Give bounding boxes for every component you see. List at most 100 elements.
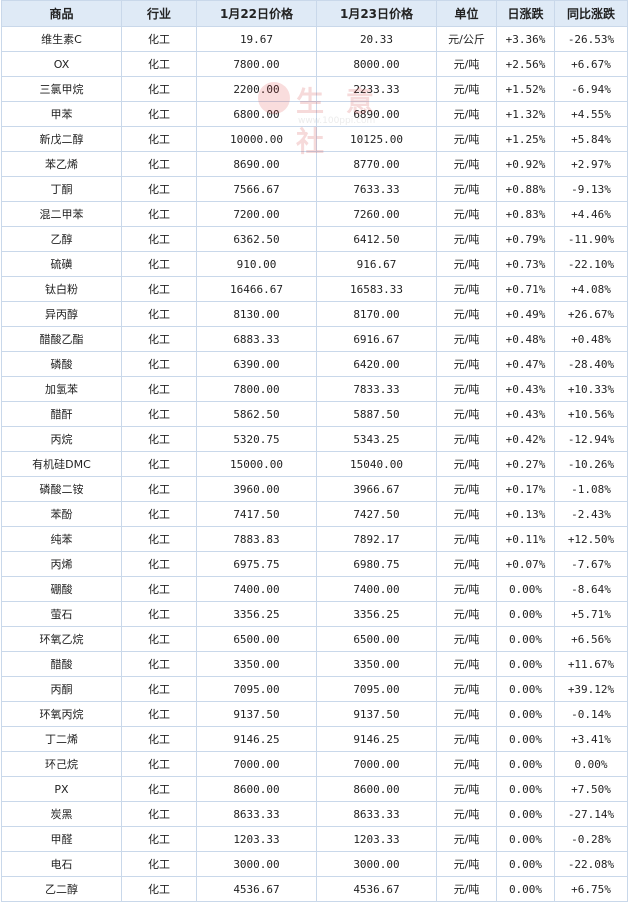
price-jan23-cell: 16583.33 xyxy=(316,276,437,302)
product-name[interactable]: 萤石 xyxy=(1,601,122,627)
product-name[interactable]: 混二甲苯 xyxy=(1,201,122,227)
product-name[interactable]: 加氢苯 xyxy=(1,376,122,402)
price-jan23-cell: 7260.00 xyxy=(316,201,437,227)
price-jan23-cell: 7633.33 xyxy=(316,176,437,202)
price-jan23-cell: 8170.00 xyxy=(316,301,437,327)
price-jan22-cell: 3350.00 xyxy=(196,651,317,677)
daily-change-cell: +1.25% xyxy=(496,126,555,152)
header-yoy-change: 同比涨跌 xyxy=(554,0,628,27)
header-unit: 单位 xyxy=(436,0,497,27)
unit-cell: 元/吨 xyxy=(436,376,497,402)
yoy-change-cell: +7.50% xyxy=(554,776,628,802)
product-name[interactable]: 醋酸 xyxy=(1,651,122,677)
product-name[interactable]: 醋酸乙酯 xyxy=(1,326,122,352)
product-name[interactable]: 硼酸 xyxy=(1,576,122,602)
price-jan22-cell: 15000.00 xyxy=(196,451,317,477)
daily-change-cell: 0.00% xyxy=(496,601,555,627)
product-name[interactable]: PX xyxy=(1,776,122,802)
product-name[interactable]: 乙二醇 xyxy=(1,876,122,902)
industry-cell: 化工 xyxy=(121,326,197,352)
product-name[interactable]: 丁二烯 xyxy=(1,726,122,752)
product-name[interactable]: 乙醇 xyxy=(1,226,122,252)
product-name[interactable]: 丙烯 xyxy=(1,551,122,577)
price-jan23-cell: 6916.67 xyxy=(316,326,437,352)
table-row: 硼酸 化工 7400.00 7400.00 元/吨 0.00% -8.64% xyxy=(1,576,628,602)
product-name[interactable]: 甲苯 xyxy=(1,101,122,127)
price-jan23-cell: 8633.33 xyxy=(316,801,437,827)
product-name[interactable]: 醋酐 xyxy=(1,401,122,427)
product-name[interactable]: 丙烷 xyxy=(1,426,122,452)
yoy-change-cell: -6.94% xyxy=(554,76,628,102)
unit-cell: 元/吨 xyxy=(436,351,497,377)
table-header-row: 商品 行业 1月22日价格 1月23日价格 单位 日涨跌 同比涨跌 xyxy=(1,0,628,27)
product-name[interactable]: 维生素C xyxy=(1,26,122,52)
product-name[interactable]: 钛白粉 xyxy=(1,276,122,302)
product-name[interactable]: 纯苯 xyxy=(1,526,122,552)
product-name[interactable]: 磷酸 xyxy=(1,351,122,377)
price-jan22-cell: 4536.67 xyxy=(196,876,317,902)
industry-cell: 化工 xyxy=(121,851,197,877)
industry-cell: 化工 xyxy=(121,876,197,902)
price-jan23-cell: 7000.00 xyxy=(316,751,437,777)
industry-cell: 化工 xyxy=(121,101,197,127)
price-jan23-cell: 916.67 xyxy=(316,251,437,277)
price-jan23-cell: 8770.00 xyxy=(316,151,437,177)
product-name[interactable]: 环氧乙烷 xyxy=(1,626,122,652)
price-jan23-cell: 3000.00 xyxy=(316,851,437,877)
unit-cell: 元/吨 xyxy=(436,701,497,727)
yoy-change-cell: +12.50% xyxy=(554,526,628,552)
table-row: OX 化工 7800.00 8000.00 元/吨 +2.56% +6.67% xyxy=(1,51,628,77)
product-name[interactable]: 磷酸二铵 xyxy=(1,476,122,502)
yoy-change-cell: +26.67% xyxy=(554,301,628,327)
daily-change-cell: +0.88% xyxy=(496,176,555,202)
price-jan23-cell: 9137.50 xyxy=(316,701,437,727)
yoy-change-cell: +11.67% xyxy=(554,651,628,677)
table-row: 维生素C 化工 19.67 20.33 元/公斤 +3.36% -26.53% xyxy=(1,26,628,52)
daily-change-cell: 0.00% xyxy=(496,676,555,702)
unit-cell: 元/吨 xyxy=(436,151,497,177)
yoy-change-cell: -10.26% xyxy=(554,451,628,477)
product-name[interactable]: 丙酮 xyxy=(1,676,122,702)
industry-cell: 化工 xyxy=(121,651,197,677)
price-jan22-cell: 9137.50 xyxy=(196,701,317,727)
unit-cell: 元/吨 xyxy=(436,476,497,502)
product-name[interactable]: 新戊二醇 xyxy=(1,126,122,152)
product-name[interactable]: 电石 xyxy=(1,851,122,877)
price-jan22-cell: 7200.00 xyxy=(196,201,317,227)
industry-cell: 化工 xyxy=(121,526,197,552)
product-name[interactable]: 异丙醇 xyxy=(1,301,122,327)
price-jan22-cell: 7883.83 xyxy=(196,526,317,552)
product-name[interactable]: 环氧丙烷 xyxy=(1,701,122,727)
industry-cell: 化工 xyxy=(121,701,197,727)
table-row: 异丙醇 化工 8130.00 8170.00 元/吨 +0.49% +26.67% xyxy=(1,301,628,327)
industry-cell: 化工 xyxy=(121,826,197,852)
product-name[interactable]: 甲醛 xyxy=(1,826,122,852)
product-name[interactable]: 苯酚 xyxy=(1,501,122,527)
product-name[interactable]: 环己烷 xyxy=(1,751,122,777)
price-jan22-cell: 8600.00 xyxy=(196,776,317,802)
header-product: 商品 xyxy=(1,0,122,27)
table-row: 丁二烯 化工 9146.25 9146.25 元/吨 0.00% +3.41% xyxy=(1,726,628,752)
table-row: 环己烷 化工 7000.00 7000.00 元/吨 0.00% 0.00% xyxy=(1,751,628,777)
product-name[interactable]: 丁酮 xyxy=(1,176,122,202)
product-name[interactable]: 硫磺 xyxy=(1,251,122,277)
product-name[interactable]: 炭黑 xyxy=(1,801,122,827)
price-jan23-cell: 6980.75 xyxy=(316,551,437,577)
product-name[interactable]: 三氯甲烷 xyxy=(1,76,122,102)
price-jan22-cell: 6500.00 xyxy=(196,626,317,652)
industry-cell: 化工 xyxy=(121,276,197,302)
yoy-change-cell: -2.43% xyxy=(554,501,628,527)
industry-cell: 化工 xyxy=(121,301,197,327)
unit-cell: 元/吨 xyxy=(436,676,497,702)
product-name[interactable]: 苯乙烯 xyxy=(1,151,122,177)
unit-cell: 元/吨 xyxy=(436,526,497,552)
unit-cell: 元/吨 xyxy=(436,851,497,877)
price-jan22-cell: 3960.00 xyxy=(196,476,317,502)
industry-cell: 化工 xyxy=(121,76,197,102)
daily-change-cell: +0.17% xyxy=(496,476,555,502)
daily-change-cell: +0.71% xyxy=(496,276,555,302)
yoy-change-cell: +10.56% xyxy=(554,401,628,427)
product-name[interactable]: OX xyxy=(1,51,122,77)
product-name[interactable]: 有机硅DMC xyxy=(1,451,122,477)
table-row: 加氢苯 化工 7800.00 7833.33 元/吨 +0.43% +10.33% xyxy=(1,376,628,402)
